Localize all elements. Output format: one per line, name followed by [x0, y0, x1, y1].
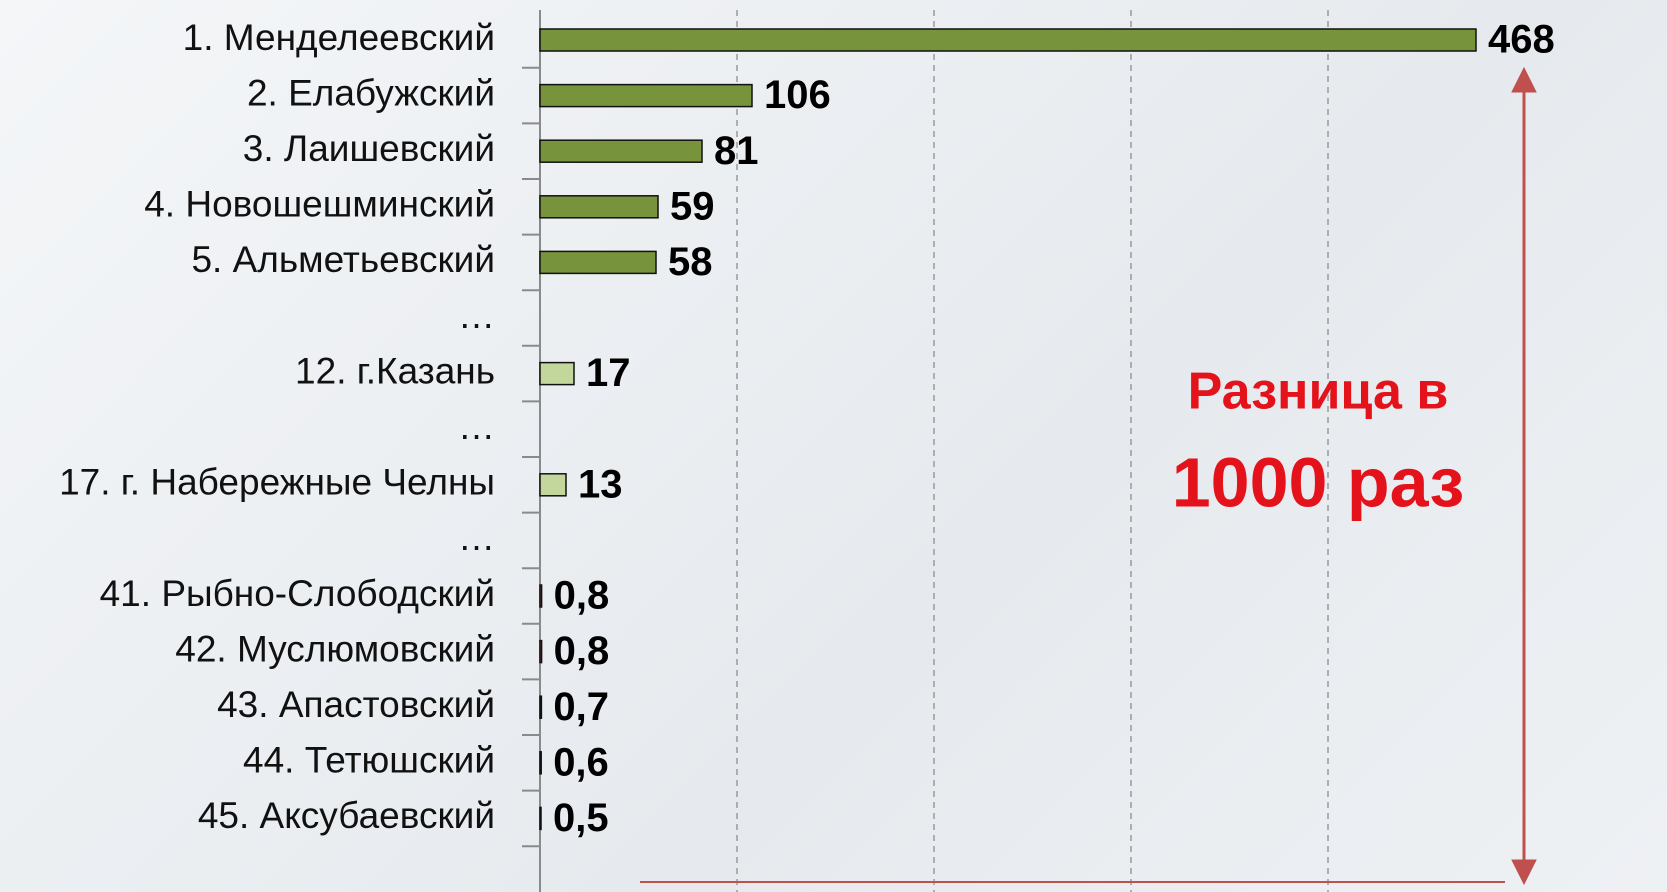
bar [539, 195, 659, 219]
value-label: 17 [586, 351, 631, 395]
y-tick-label: 42. Муслюмовский [175, 628, 495, 669]
arrow-head [1511, 859, 1537, 886]
bar [539, 250, 657, 275]
y-tick-label: … [458, 406, 495, 447]
bar [539, 806, 542, 831]
bar [539, 361, 575, 386]
bar [539, 139, 703, 163]
value-label: 0,8 [554, 629, 610, 673]
bar [539, 751, 542, 775]
double-arrow [1511, 66, 1537, 886]
value-label: 0,6 [553, 740, 609, 784]
value-label: 13 [578, 462, 623, 506]
value-label: 59 [670, 184, 715, 228]
bar [539, 639, 543, 664]
y-tick-label: 12. г.Казань [295, 350, 495, 391]
y-tick-label: 45. Аксубаевский [198, 795, 495, 836]
value-label: 81 [714, 129, 759, 173]
annotation: 1000 раз [1172, 443, 1465, 521]
value-label: 106 [764, 73, 831, 117]
y-tick-label: 43. Апастовский [217, 684, 495, 725]
y-tick-label: 3. Лаишевский [243, 128, 495, 169]
y-tick-label: 5. Альметьевский [191, 239, 495, 280]
y-tick-label: 1. Менделеевский [183, 17, 495, 58]
bar [539, 28, 1477, 52]
arrow-head [1511, 66, 1537, 93]
value-label: 0,5 [553, 796, 609, 840]
value-label: 468 [1488, 18, 1555, 62]
y-tick-label: 17. г. Набережные Челны [59, 462, 495, 503]
value-label: 0,8 [554, 574, 610, 618]
y-tick-label: 2. Елабужский [247, 72, 495, 113]
y-tick-label: 4. Новошешминский [144, 184, 495, 225]
y-tick-label: 44. Тетюшский [243, 740, 495, 781]
bar [539, 83, 753, 108]
bar [539, 584, 543, 608]
grid [736, 10, 1329, 892]
bar [539, 695, 543, 719]
bar [539, 473, 567, 497]
y-tick-label: … [458, 295, 495, 336]
annotation: Разница в [1188, 363, 1449, 421]
y-tick-label: … [458, 517, 495, 558]
y-tick-label: 41. Рыбно-Слободский [100, 573, 495, 614]
value-label: 0,7 [553, 685, 609, 729]
value-label: 58 [668, 240, 713, 284]
